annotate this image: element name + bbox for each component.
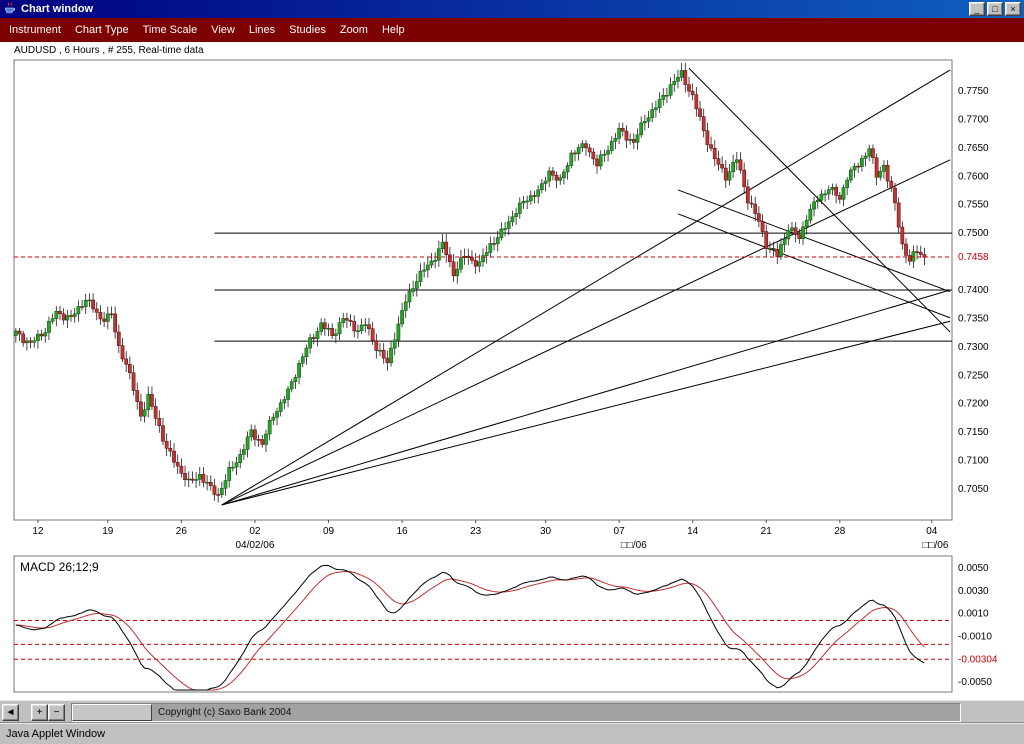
zoom-in-button[interactable]: + (31, 703, 48, 721)
menu-item-zoom[interactable]: Zoom (339, 24, 368, 36)
svg-text:02: 02 (249, 526, 261, 537)
svg-text:-0.00304: -0.00304 (958, 655, 998, 666)
chart-area: 0.7750 0.7700 0.7650 0.7600 0.7550 0.7500 0.74… (0, 42, 1024, 700)
zoom-out-button[interactable]: − (48, 703, 65, 721)
macd-axis: 0.0050 0.0030 0.0010 -0.0010 -0.0050 -0.00304 (958, 563, 998, 688)
svg-text:0.0010: 0.0010 (958, 609, 989, 620)
svg-text:0.7050: 0.7050 (958, 484, 989, 495)
menu-item-instrument[interactable]: Instrument (9, 24, 61, 36)
svg-text:26: 26 (176, 526, 188, 537)
menu-item-chart-type[interactable]: Chart Type (74, 24, 129, 36)
svg-text:0.0030: 0.0030 (958, 586, 989, 597)
maximize-button[interactable]: □ (987, 2, 1003, 16)
pan-left-button[interactable]: ◄ (2, 703, 19, 721)
copyright-text: Copyright (c) Saxo Bank 2004 (158, 706, 292, 718)
svg-text:0.7200: 0.7200 (958, 399, 989, 410)
svg-text:16: 16 (397, 526, 409, 537)
svg-text:09: 09 (323, 526, 335, 537)
window-controls: _ □ × (969, 2, 1021, 16)
svg-text:04: 04 (926, 526, 938, 537)
window-title: Chart window (21, 3, 94, 15)
status-text: Java Applet Window (6, 728, 106, 740)
candlestick-series (13, 62, 927, 503)
trendlines[interactable] (221, 67, 951, 506)
svg-text:0.7100: 0.7100 (958, 456, 989, 467)
svg-text:07: 07 (614, 526, 626, 537)
menu-item-lines[interactable]: Lines (248, 24, 276, 36)
title-bar[interactable]: Chart window _ □ × (0, 0, 1024, 18)
macd-study-label: MACD 26;12;9 (20, 560, 99, 574)
macd-panel-border (13, 555, 953, 693)
price-axis: 0.7750 0.7700 0.7650 0.7600 0.7550 0.7500 0.74… (958, 86, 989, 495)
chart-canvas[interactable]: 0.7750 0.7700 0.7650 0.7600 0.7550 0.7500 0.74… (0, 42, 1024, 700)
minimize-button[interactable]: _ (969, 2, 985, 16)
svg-text:-0.0050: -0.0050 (958, 677, 992, 688)
menu-item-studies[interactable]: Studies (289, 24, 326, 36)
menu-item-view[interactable]: View (211, 24, 235, 36)
svg-text:04/02/06: 04/02/06 (235, 540, 274, 551)
svg-text:□□/06: □□/06 (621, 540, 647, 551)
status-bar: Java Applet Window (0, 722, 1024, 744)
macd-signal-line (15, 570, 925, 691)
svg-text:0.7600: 0.7600 (958, 171, 989, 182)
menu-item-help[interactable]: Help (381, 24, 405, 36)
menu-bar: Instrument Chart Type Time Scale View Lines S… (0, 18, 1024, 42)
svg-text:23: 23 (470, 526, 482, 537)
support-resistance-lines[interactable] (214, 232, 952, 342)
svg-text:12: 12 (32, 526, 44, 537)
svg-text:30: 30 (540, 526, 552, 537)
svg-text:0.7300: 0.7300 (958, 342, 989, 353)
svg-text:28: 28 (834, 526, 846, 537)
menu-item-time-scale[interactable]: Time Scale (142, 24, 198, 36)
chart-header: AUDUSD , 6 Hours , # 255, Real-time data (14, 45, 204, 56)
svg-text:0.7650: 0.7650 (958, 143, 989, 154)
svg-text:0.7400: 0.7400 (958, 285, 989, 296)
svg-text:0.7550: 0.7550 (958, 200, 989, 211)
svg-text:14: 14 (687, 526, 699, 537)
svg-text:□□/06: □□/06 (922, 540, 948, 551)
macd-line (15, 564, 925, 691)
svg-text:21: 21 (761, 526, 773, 537)
java-app-icon (3, 2, 17, 16)
svg-text:0.7500: 0.7500 (958, 228, 989, 239)
svg-text:-0.0010: -0.0010 (958, 631, 992, 642)
svg-text:0.7458: 0.7458 (958, 252, 989, 263)
scrollbar-thumb[interactable] (72, 703, 152, 721)
svg-text:0.7150: 0.7150 (958, 427, 989, 438)
svg-text:0.7250: 0.7250 (958, 370, 989, 381)
svg-text:0.7350: 0.7350 (958, 313, 989, 324)
scroll-strip: ◄ + − Copyright (c) Saxo Bank 2004 (0, 700, 1024, 723)
x-axis: 12 19 26 02 09 16 23 30 07 14 21 28 04 04/02/06 □□/06 □… (32, 520, 949, 551)
horizontal-scrollbar[interactable]: Copyright (c) Saxo Bank 2004 (71, 702, 961, 722)
svg-text:19: 19 (102, 526, 114, 537)
svg-text:0.0050: 0.0050 (958, 563, 989, 574)
close-button[interactable]: × (1005, 2, 1021, 16)
svg-text:0.7750: 0.7750 (958, 86, 989, 97)
svg-text:0.7700: 0.7700 (958, 114, 989, 125)
